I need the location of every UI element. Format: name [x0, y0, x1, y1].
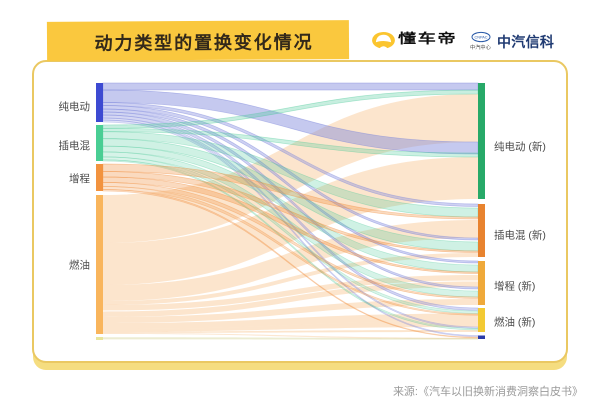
- svg-text:纯电动: 纯电动: [59, 100, 91, 113]
- svg-text:燃油 (新): 燃油 (新): [494, 316, 535, 329]
- svg-text:纯电动 (新): 纯电动 (新): [494, 140, 546, 153]
- svg-text:增程 (新): 增程 (新): [494, 280, 535, 293]
- svg-text:插电混: 插电混: [59, 139, 91, 152]
- svg-text:插电混 (新): 插电混 (新): [494, 229, 546, 242]
- svg-text:燃油: 燃油: [69, 258, 90, 271]
- svg-text:增程: 增程: [69, 172, 90, 185]
- svg-text:CNPAC: CNPAC: [474, 36, 487, 40]
